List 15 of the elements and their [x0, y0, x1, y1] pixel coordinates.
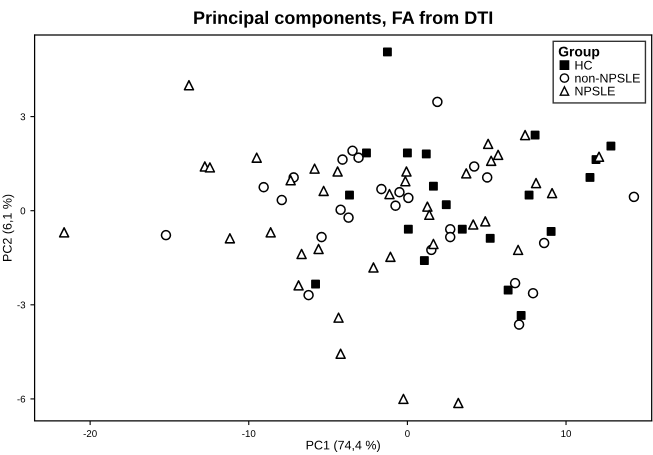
x-tick-label: 10 — [561, 430, 572, 438]
x-tick-label: -10 — [242, 430, 256, 438]
chart-title: Principal components, FA from DTI — [194, 10, 492, 28]
y-axis-title: PC2 (6,1 %) — [2, 194, 14, 261]
y-tick-label: -3 — [17, 302, 26, 308]
y-tick-label: 3 — [20, 113, 26, 120]
x-axis-title: PC1 (74,4 %) — [306, 440, 380, 452]
x-tick-label: 0 — [405, 430, 410, 438]
x-tick-label: -20 — [84, 430, 97, 438]
legend-label: non-NPSLE — [575, 74, 640, 83]
legend-title: Group — [558, 46, 600, 60]
legend-label: NPSLE — [575, 86, 615, 96]
y-tick-label: 0 — [20, 207, 26, 214]
y-tick-label: -6 — [17, 396, 26, 403]
legend-label: HC — [575, 60, 592, 70]
